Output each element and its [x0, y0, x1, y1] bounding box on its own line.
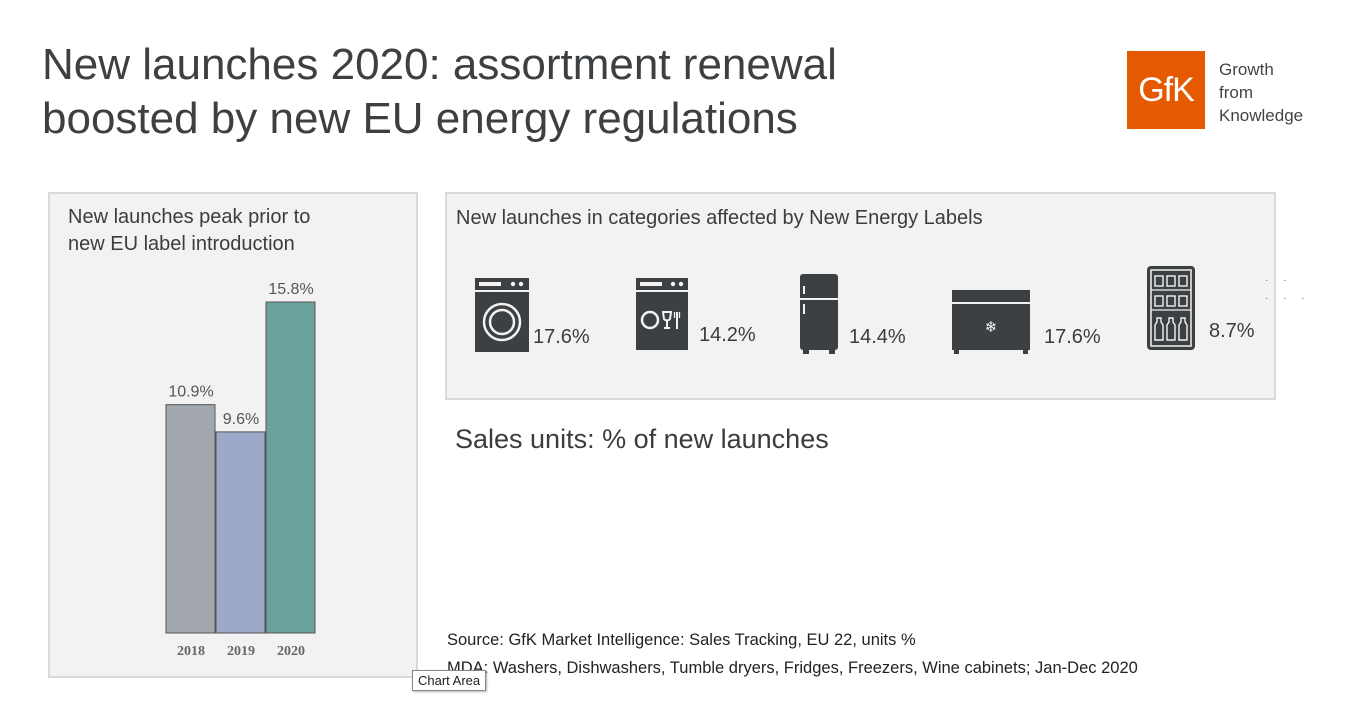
svg-text:❄: ❄ [985, 318, 998, 336]
source-note: Source: GfK Market Intelligence: Sales T… [447, 626, 1138, 682]
gfk-logo: GfK Growth from Knowledge [1127, 51, 1317, 131]
x-tick-2019: 2019 [227, 644, 255, 659]
bar-2020[interactable] [265, 301, 316, 634]
data-label-2019: 9.6% [223, 411, 259, 428]
page-title: New launches 2020: assortment renewal bo… [42, 38, 1002, 146]
category-value: 14.2% [699, 324, 756, 346]
title-line-2: boosted by new EU energy regulations [42, 94, 798, 143]
wine-cabinet-icon [1147, 266, 1195, 350]
fridge-icon [800, 274, 838, 354]
chart-title-line-1: New launches peak prior to [68, 206, 311, 228]
tagline-line-3: Knowledge [1219, 106, 1304, 125]
data-label-2018: 10.9% [168, 384, 213, 401]
logo-mark: GfK [1127, 51, 1205, 129]
dishwasher-icon [636, 278, 688, 350]
x-tick-2018: 2018 [177, 644, 205, 659]
title-line-1: New launches 2020: assortment renewal [42, 40, 837, 89]
source-line-1: Source: GfK Market Intelligence: Sales T… [447, 631, 916, 649]
bar-2019[interactable] [215, 431, 266, 634]
chart-title: New launches peak prior to new EU label … [68, 204, 310, 258]
chart-title-line-2: new EU label introduction [68, 233, 295, 255]
categories-panel: New launches in categories affected by N… [445, 192, 1305, 400]
tagline-line-2: from [1219, 83, 1253, 102]
x-tick-2020: 2020 [277, 644, 305, 659]
category-value: 17.6% [533, 326, 590, 348]
category-value: 14.4% [849, 326, 906, 348]
logo-tagline: Growth from Knowledge [1219, 58, 1303, 127]
source-line-2: MDA: Washers, Dishwashers, Tumble dryers… [447, 659, 1138, 677]
categories-title: New launches in categories affected by N… [456, 207, 983, 229]
chart-area-tooltip: Chart Area [412, 670, 487, 691]
resize-handle-dots: · · · · · [1265, 275, 1311, 304]
category-value: 8.7% [1209, 320, 1255, 342]
bar-2018[interactable] [165, 404, 216, 634]
freezer-icon: ❄ [952, 290, 1030, 354]
metric-subtitle: Sales units: % of new launches [455, 424, 829, 454]
launches-chart-panel[interactable]: New launches peak prior to new EU label … [48, 192, 418, 678]
data-label-2020: 15.8% [268, 281, 313, 298]
washer-icon [475, 278, 529, 352]
tagline-line-1: Growth [1219, 60, 1274, 79]
category-value: 17.6% [1044, 326, 1101, 348]
bar-chart[interactable]: 10.9% 2018 9.6% 2019 15.8% 2020 [50, 194, 416, 676]
